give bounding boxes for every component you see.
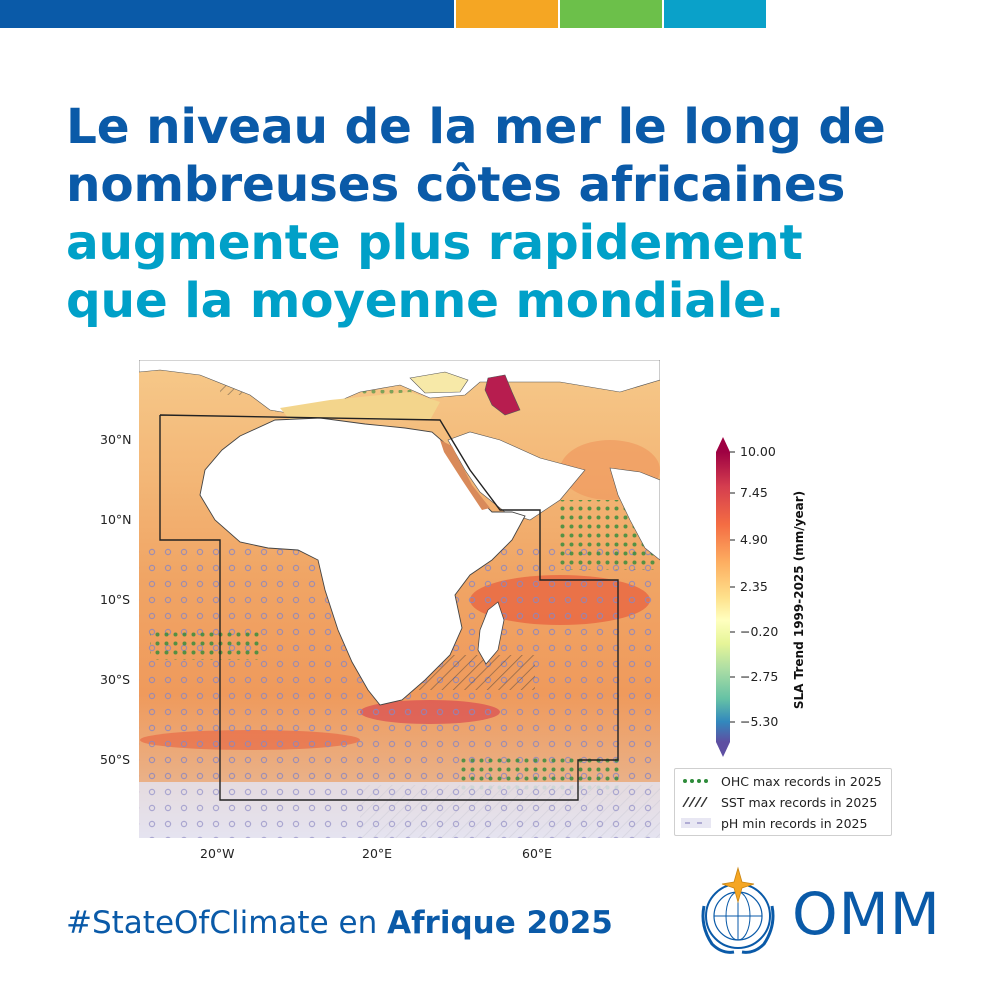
lon-label-60e: 60°E [522,846,552,861]
southern-circles [139,782,660,838]
legend-item-ohc: OHC max records in 2025 [681,771,882,791]
africa-land [199,417,526,706]
colorbar-bottom-arrow [716,742,730,757]
colorbar-tick-4: −0.20 [740,624,778,639]
red-sea [440,440,490,510]
ohc-patch-1 [150,630,260,660]
wmo-emblem-icon [701,866,775,954]
mediterranean-sea [280,392,440,420]
headline-line-2: nombreuses côtes africaines [66,157,846,213]
lon-label-20e: 20°E [362,846,392,861]
headline-line-1: Le niveau de la mer le long de [66,99,886,155]
lat-label-50s: 50°S [100,752,130,767]
arabia-land [447,431,586,521]
colorbar-tick-2: 4.90 [740,532,768,547]
headline: Le niveau de la mer le long de nombreuse… [66,98,966,330]
colorbar-title: SLA Trend 1999-2025 (mm/year) [792,491,806,709]
hatch-lines-icon [682,797,708,807]
colorbar-tick-3: 2.35 [740,579,768,594]
colorbar-tick-1: 7.45 [740,485,768,500]
legend-label-ohc: OHC max records in 2025 [721,773,882,789]
colorbar-ticks [730,451,735,723]
colorbar-tick-6: −5.30 [740,714,778,729]
legend-item-ph: pH min records in 2025 [681,813,867,833]
caspian-sea [484,374,521,416]
black-sea [409,371,469,394]
legend-item-sst: SST max records in 2025 [681,792,877,812]
lat-label-10n: 10°N [100,512,132,527]
region-boundary [159,414,619,801]
top-bar-teal [664,0,766,28]
green-stars-icon [683,779,708,783]
legend-label-ph: pH min records in 2025 [721,815,868,831]
footer-hashtag-text: #StateOfClimate en [66,905,388,941]
logo-text: OMM [792,880,941,948]
lon-label-20w: 20°W [200,846,235,861]
colorbar [716,452,730,742]
map-legend: OHC max records in 2025 SST max records … [674,768,892,836]
colorbar-top-arrow [716,437,730,452]
madagascar-land [477,601,505,665]
legend-label-sst: SST max records in 2025 [721,794,878,810]
headline-line-3: augmente plus rapidement [66,215,803,271]
footer-bold-text: Afrique 2025 [387,905,613,941]
europe-land [139,360,660,416]
top-bar-green [560,0,662,28]
lat-label-30n: 30°N [100,432,132,447]
lat-label-30s: 30°S [100,672,130,687]
footer-hashtag: #StateOfClimate en Afrique 2025 [66,905,613,941]
top-bar-orange [456,0,558,28]
dashes-icon [681,818,711,828]
lat-label-10s: 10°S [100,592,130,607]
india-land [609,467,660,561]
colorbar-tick-5: −2.75 [740,669,778,684]
headline-line-4: que la moyenne mondiale. [66,273,785,329]
top-bar-blue [0,0,454,28]
colorbar-tick-0: 10.00 [740,444,776,459]
